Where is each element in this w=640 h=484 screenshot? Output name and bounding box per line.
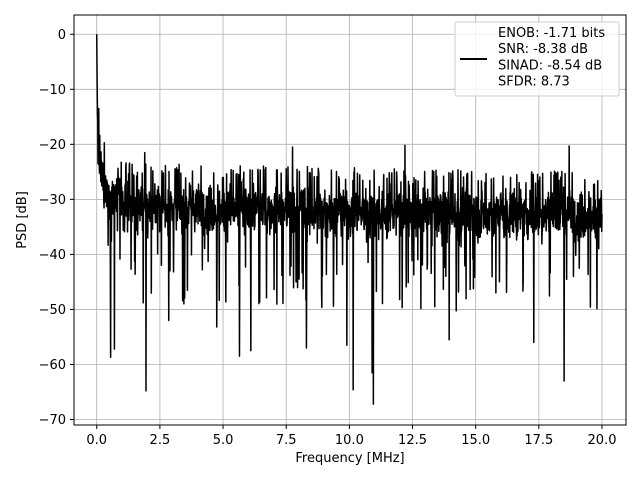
legend-sinad: SINAD: -8.54 dB: [498, 58, 602, 73]
axes-frame: [73, 14, 627, 426]
x-tick-label: 5.0: [213, 433, 234, 448]
x-tick-label: 15.0: [461, 433, 490, 448]
y-tick-label: −40: [39, 248, 66, 263]
y-tick-label: −30: [39, 193, 66, 208]
x-tick-label: 10.0: [335, 433, 364, 448]
legend: ENOB: -1.71 bits SNR: -8.38 dB SINAD: -8…: [454, 21, 620, 97]
y-tick-label: −50: [39, 303, 66, 318]
psd-series-line: [95, 34, 603, 405]
x-tick-label: 7.5: [276, 433, 297, 448]
y-tick-label: −60: [39, 358, 66, 373]
y-tick-label: 0: [58, 28, 66, 43]
legend-snr: SNR: -8.38 dB: [498, 42, 588, 57]
y-tick-label: −10: [39, 83, 66, 98]
y-axis-label: PSD [dB]: [15, 191, 30, 249]
x-tick-label: 12.5: [398, 433, 427, 448]
x-tick-label: 2.5: [150, 433, 171, 448]
plot-area: [95, 34, 603, 405]
x-axis-label: Frequency [MHz]: [295, 451, 404, 466]
legend-enob: ENOB: -1.71 bits: [498, 26, 605, 41]
y-tick-label: −20: [39, 138, 66, 153]
legend-box: [454, 21, 620, 97]
x-tick-label: 0.0: [86, 433, 107, 448]
x-tick-label: 20.0: [588, 433, 617, 448]
legend-sfdr: SFDR: 8.73: [498, 75, 570, 90]
x-tick-label: 17.5: [524, 433, 553, 448]
axis-ticks: 0.0 2.5 5.0 7.5 10.0 12.5 15.0 17.5 20.0 0 −10 −20 −…: [39, 28, 617, 448]
y-tick-label: −70: [39, 413, 66, 428]
